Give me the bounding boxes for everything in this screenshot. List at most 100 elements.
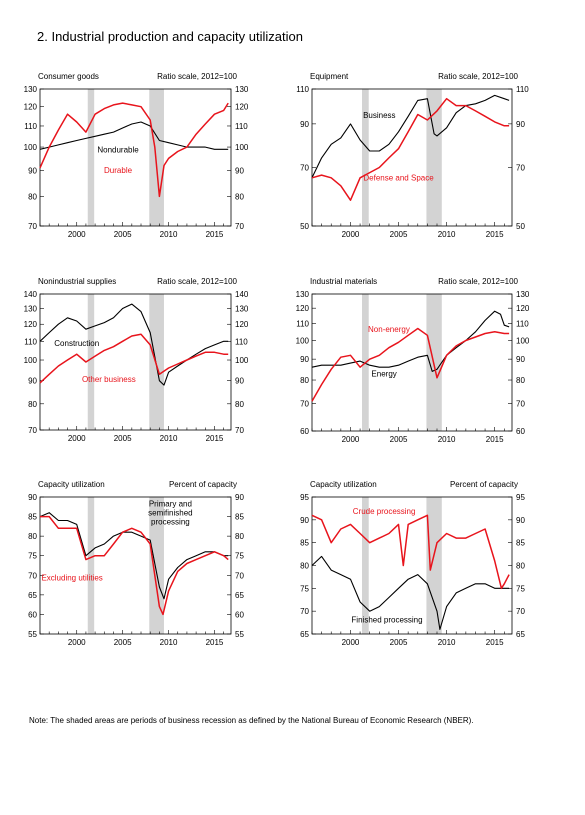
y-tick-label-left: 110	[296, 320, 309, 329]
y-tick-label-left: 90	[300, 516, 309, 525]
series-line-crude-processing	[311, 514, 510, 590]
recession-band	[87, 89, 95, 226]
series-line-primary-and-semifinished-processing	[39, 512, 229, 600]
y-tick-label-right: 120	[235, 320, 249, 329]
y-tick-label-right: 55	[235, 630, 244, 639]
chart-panel-3: Nonindustrial supplies Ratio scale, 2012=…	[24, 277, 249, 443]
y-tick-label-left: 70	[28, 571, 37, 580]
x-tick-label: 2000	[68, 638, 86, 647]
y-tick-label-right: 80	[516, 376, 525, 385]
unit-label: Ratio scale, 2012=100	[157, 72, 237, 81]
chart-panel-6: Capacity utilization Percent of capacity 6…	[300, 480, 525, 647]
chart-title: Nonindustrial supplies	[38, 277, 116, 286]
x-tick-label: 2000	[342, 638, 360, 647]
chart-panel-2: Equipment Ratio scale, 2012=100 50 50 70 70 90…	[296, 72, 529, 239]
y-tick-label-right: 70	[235, 571, 244, 580]
y-tick-label-left: 60	[28, 610, 37, 619]
recession-band	[362, 497, 369, 634]
series-line-construction	[39, 303, 229, 386]
series-label: Construction	[54, 339, 99, 348]
y-tick-label-left: 80	[28, 192, 37, 201]
plot-frame	[311, 496, 513, 635]
y-tick-label-left: 110	[24, 122, 37, 131]
chart-title: Capacity utilization	[38, 480, 105, 489]
chart-title: Capacity utilization	[310, 480, 377, 489]
x-tick-label: 2005	[114, 434, 132, 443]
series-label: Defense and Space	[363, 173, 434, 182]
recession-band	[87, 497, 95, 634]
plot-frame	[311, 293, 513, 432]
y-tick-label-right: 75	[516, 584, 525, 593]
y-tick-label-left: 55	[28, 630, 37, 639]
x-tick-label: 2000	[68, 230, 86, 239]
y-tick-label-left: 130	[24, 85, 38, 94]
y-tick-label-right: 80	[235, 400, 244, 409]
series-label: Business	[363, 111, 395, 120]
series-label: processing	[151, 517, 190, 526]
x-tick-label: 2005	[114, 638, 132, 647]
y-tick-label-right: 110	[516, 320, 529, 329]
chart-panel-1: Consumer goods Ratio scale, 2012=100 70 70 8…	[24, 72, 249, 239]
y-tick-label-left: 90	[300, 120, 309, 129]
y-tick-label-right: 110	[235, 122, 248, 131]
plot-frame	[311, 88, 513, 227]
unit-label: Ratio scale, 2012=100	[157, 277, 237, 286]
recession-band	[426, 89, 442, 226]
series-line-finished-processing	[311, 555, 510, 630]
y-tick-label-left: 120	[296, 304, 310, 313]
y-tick-label-right: 80	[516, 562, 525, 571]
plot-frame	[39, 496, 232, 635]
y-tick-label-left: 130	[296, 290, 310, 299]
x-tick-label: 2010	[438, 638, 456, 647]
y-tick-label-right: 90	[516, 355, 525, 364]
y-tick-label-left: 90	[300, 355, 309, 364]
y-tick-label-right: 95	[516, 493, 525, 502]
x-tick-label: 2015	[486, 638, 504, 647]
series-line-other-business	[39, 333, 229, 384]
y-tick-label-right: 75	[235, 552, 244, 561]
y-tick-label-left: 120	[24, 320, 38, 329]
y-tick-label-left: 65	[28, 591, 37, 600]
y-tick-label-right: 85	[516, 539, 525, 548]
recession-band	[149, 497, 164, 634]
series-label: Nondurable	[97, 146, 139, 155]
y-tick-label-right: 100	[235, 356, 249, 365]
recession-band	[87, 294, 95, 430]
y-tick-label-left: 140	[24, 290, 38, 299]
y-tick-label-right: 65	[516, 630, 525, 639]
y-tick-label-left: 120	[24, 103, 38, 112]
y-tick-label-left: 70	[300, 164, 309, 173]
y-tick-label-left: 85	[300, 539, 309, 548]
unit-label: Percent of capacity	[169, 480, 237, 489]
x-tick-label: 2005	[390, 638, 408, 647]
series-line-business	[311, 94, 510, 179]
series-line-excluding-utilities	[40, 515, 229, 616]
x-tick-label: 2015	[486, 230, 504, 239]
series-line-defense-and-space	[311, 97, 510, 201]
y-tick-label-right: 70	[516, 607, 525, 616]
page-title: 2. Industrial production and capacity ut…	[37, 29, 303, 44]
series-label: Crude processing	[353, 507, 416, 516]
y-tick-label-right: 120	[235, 103, 249, 112]
plot-frame	[39, 293, 232, 431]
y-tick-label-left: 50	[300, 222, 309, 231]
y-tick-label-left: 80	[300, 376, 309, 385]
series-label: Durable	[104, 166, 133, 175]
chart-title: Equipment	[310, 72, 349, 81]
y-tick-label-right: 90	[516, 516, 525, 525]
series-line-durable	[39, 102, 229, 198]
y-tick-label-left: 70	[300, 400, 309, 409]
x-tick-label: 2000	[342, 230, 360, 239]
y-tick-label-right: 70	[235, 426, 244, 435]
x-tick-label: 2015	[206, 638, 224, 647]
x-tick-label: 2010	[160, 434, 178, 443]
series-label: Energy	[371, 370, 396, 379]
x-tick-label: 2000	[68, 434, 86, 443]
y-tick-label-right: 80	[235, 192, 244, 201]
series-label: Primary and	[149, 499, 192, 508]
series-label: semifinished	[148, 508, 192, 517]
y-tick-label-left: 100	[296, 336, 310, 345]
y-tick-label-right: 130	[235, 305, 249, 314]
y-tick-label-left: 75	[28, 552, 37, 561]
y-tick-label-right: 70	[516, 400, 525, 409]
